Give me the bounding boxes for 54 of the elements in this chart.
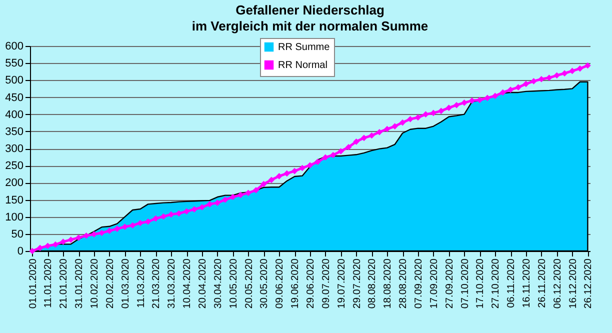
x-tick-label: 26.12.2020 xyxy=(583,258,594,309)
x-tick-label: 08.08.2020 xyxy=(367,258,378,309)
y-tick-label: 450 xyxy=(5,92,24,104)
x-tick-label: 11.03.2020 xyxy=(136,258,147,308)
y-tick-label: 350 xyxy=(5,126,24,138)
x-tick-label: 11.01.2020 xyxy=(43,258,54,308)
y-tick-label: 50 xyxy=(11,228,24,240)
legend-label: RR Normal xyxy=(278,60,328,71)
x-tick-label: 17.09.2020 xyxy=(428,258,440,309)
y-tick-label: 300 xyxy=(5,143,24,155)
y-tick-label: 200 xyxy=(5,177,24,190)
x-tick-label: 31.03.2020 xyxy=(166,258,178,309)
x-tick-label: 10.04.2020 xyxy=(182,258,194,309)
x-tick-label: 21.01.2020 xyxy=(58,258,70,309)
x-tick-label: 20.04.2020 xyxy=(198,258,209,309)
x-tick-label: 09.06.2020 xyxy=(274,258,286,309)
x-tick-label: 17.10.2020 xyxy=(475,258,486,309)
x-tick-label: 18.08.2020 xyxy=(382,258,394,309)
x-tick-label: 06.11.2020 xyxy=(506,258,518,308)
y-tick-label: 250 xyxy=(5,160,24,172)
x-tick-label: 20.02.2020 xyxy=(104,258,116,309)
x-tick-label: 01.03.2020 xyxy=(120,258,132,309)
x-tick-label: 31.01.2020 xyxy=(74,258,86,309)
x-tick-label: 19.06.2020 xyxy=(290,258,302,309)
x-tick-label: 30.04.2020 xyxy=(212,258,224,309)
chart-subtitle: im Vergleich mit der normalen Summe xyxy=(192,18,428,34)
x-tick-label: 27.10.2020 xyxy=(490,258,502,309)
x-tick-label: 29.06.2020 xyxy=(306,258,316,309)
x-tick-label: 26.11.2020 xyxy=(536,258,548,308)
x-tick-label: 21.03.2020 xyxy=(151,258,162,309)
y-tick-label: 600 xyxy=(5,40,24,52)
chart-title: Gefallener Niederschlag xyxy=(236,2,384,18)
x-tick-label: 10.02.2020 xyxy=(90,258,101,309)
y-tick-label: 100 xyxy=(5,211,24,224)
x-tick-label: 10.05.2020 xyxy=(228,258,240,309)
y-tick-label: 400 xyxy=(5,108,24,121)
x-tick-label: 19.07.2020 xyxy=(336,258,348,309)
legend-label: RR Summe xyxy=(278,42,330,53)
x-tick-label: 16.11.2020 xyxy=(521,258,532,308)
y-tick-label: 150 xyxy=(5,194,24,206)
y-tick-label: 500 xyxy=(5,74,24,87)
x-tick-label: 07.09.2020 xyxy=(413,258,424,309)
x-tick-label: 28.08.2020 xyxy=(398,258,410,309)
x-tick-label: 20.05.2020 xyxy=(244,258,255,309)
x-tick-label: 16.12.2020 xyxy=(568,258,579,309)
x-tick-label: 27.09.2020 xyxy=(444,258,456,309)
x-tick-label: 29.07.2020 xyxy=(352,258,363,309)
y-tick-label: 0 xyxy=(17,246,24,258)
x-tick-label: 30.05.2020 xyxy=(259,258,270,309)
x-tick-label: 01.01.2020 xyxy=(28,258,39,309)
y-tick-label: 550 xyxy=(5,58,24,70)
x-tick-label: 07.10.2020 xyxy=(460,258,471,309)
x-tick-label: 06.12.2020 xyxy=(552,258,564,309)
x-tick-label: 09.07.2020 xyxy=(320,258,332,309)
